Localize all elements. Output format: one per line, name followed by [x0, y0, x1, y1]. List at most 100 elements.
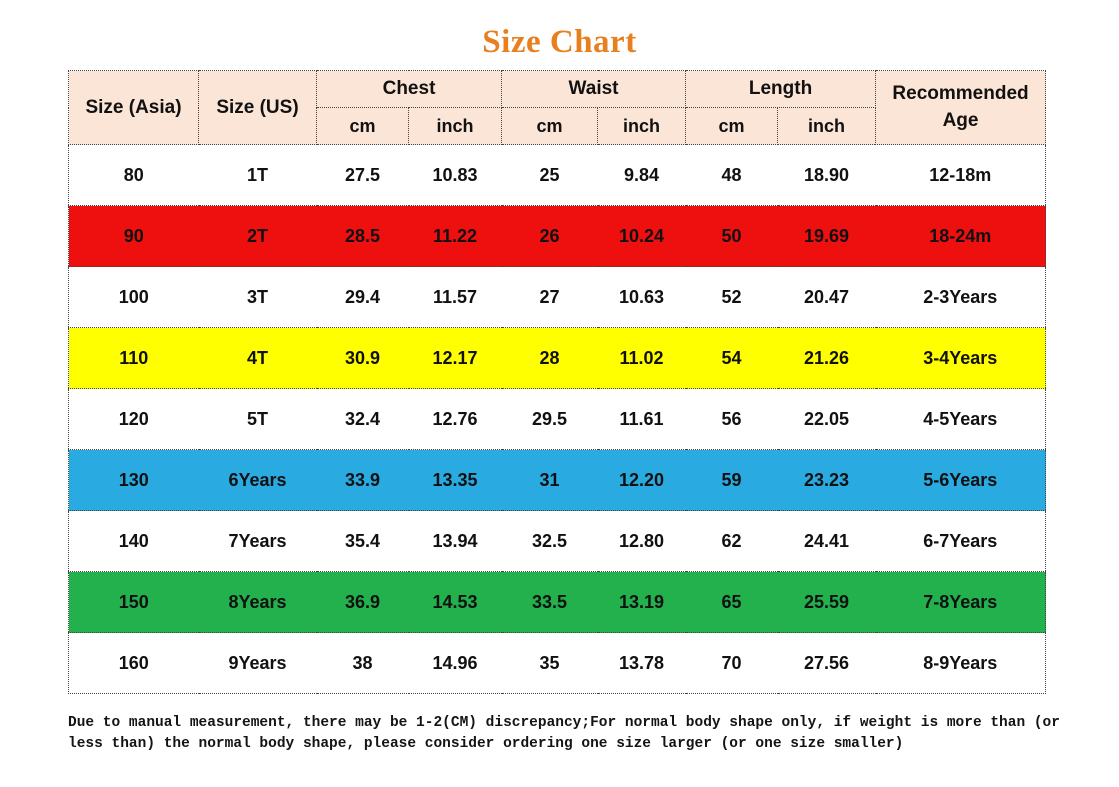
col-header-size-us: Size (US): [198, 70, 317, 145]
table-body: 80 1T 27.5 10.83 25 9.84 48 18.90 12-18m…: [68, 144, 1046, 694]
waist-cm-cell: 33.5: [501, 571, 598, 633]
chest-cm-cell: 30.9: [316, 327, 409, 389]
length-cm-cell: 52: [685, 266, 778, 328]
chest-cm-cell: 32.4: [316, 388, 409, 450]
length-cm-cell: 48: [685, 144, 778, 206]
table-row: 130 6Years 33.9 13.35 31 12.20 59 23.23 …: [68, 449, 1046, 511]
length-inch-cell: 25.59: [777, 571, 876, 633]
chest-cm-cell: 35.4: [316, 510, 409, 572]
size-us-cell: 3T: [198, 266, 317, 328]
measurement-note-line2: less than) the normal body shape, please…: [68, 736, 904, 752]
col-header-length-inch: inch: [777, 107, 877, 145]
chest-inch-cell: 13.94: [408, 510, 502, 572]
table-row: 160 9Years 38 14.96 35 13.78 70 27.56 8-…: [68, 632, 1046, 694]
col-header-chest: Chest: [315, 70, 503, 108]
chest-inch-cell: 12.76: [408, 388, 502, 450]
size-asia-cell: 80: [68, 144, 199, 206]
size-asia-cell: 110: [68, 327, 199, 389]
waist-cm-cell: 25: [501, 144, 598, 206]
table-row: 100 3T 29.4 11.57 27 10.63 52 20.47 2-3Y…: [68, 266, 1046, 328]
size-us-cell: 5T: [198, 388, 317, 450]
length-cm-cell: 56: [685, 388, 778, 450]
chest-cm-cell: 36.9: [316, 571, 409, 633]
waist-cm-cell: 35: [501, 632, 598, 694]
col-header-waist: Waist: [501, 70, 687, 108]
chest-cm-cell: 27.5: [316, 144, 409, 206]
size-us-cell: 7Years: [198, 510, 317, 572]
waist-cm-cell: 31: [501, 449, 598, 511]
waist-inch-cell: 12.80: [597, 510, 686, 572]
chest-cm-cell: 28.5: [316, 205, 409, 267]
size-asia-cell: 160: [68, 632, 199, 694]
table-header: Size (Asia) Size (US) Chest Waist Length…: [68, 70, 1047, 145]
recommended-age-cell: 18-24m: [875, 205, 1046, 267]
chest-inch-cell: 14.53: [408, 571, 502, 633]
chest-inch-cell: 11.57: [408, 266, 502, 328]
table-row: 110 4T 30.9 12.17 28 11.02 54 21.26 3-4Y…: [68, 327, 1046, 389]
page-title: Size Chart: [482, 24, 637, 60]
col-header-length-cm: cm: [685, 107, 779, 145]
length-cm-cell: 50: [685, 205, 778, 267]
chest-cm-cell: 38: [316, 632, 409, 694]
length-cm-cell: 54: [685, 327, 778, 389]
waist-inch-cell: 9.84: [597, 144, 686, 206]
length-inch-cell: 19.69: [777, 205, 876, 267]
length-cm-cell: 59: [685, 449, 778, 511]
col-header-recommended-age: Recommended Age: [875, 70, 1047, 145]
length-inch-cell: 21.26: [777, 327, 876, 389]
waist-cm-cell: 26: [501, 205, 598, 267]
header-unit-row: cm inch cm inch cm inch: [69, 107, 1046, 145]
waist-cm-cell: 32.5: [501, 510, 598, 572]
recommended-age-cell: 12-18m: [875, 144, 1046, 206]
waist-inch-cell: 13.78: [597, 632, 686, 694]
size-asia-cell: 130: [68, 449, 199, 511]
waist-cm-cell: 27: [501, 266, 598, 328]
col-header-chest-inch: inch: [407, 107, 503, 145]
col-header-waist-cm: cm: [501, 107, 599, 145]
length-inch-cell: 24.41: [777, 510, 876, 572]
measurement-note-line1: Due to manual measurement, there may be …: [68, 715, 1060, 731]
recommended-age-cell: 2-3Years: [875, 266, 1046, 328]
header-group-row: Size (Asia) Size (US) Chest Waist Length…: [68, 70, 1047, 145]
measurement-note: Due to manual measurement, there may be …: [68, 713, 1119, 755]
chest-inch-cell: 11.22: [408, 205, 502, 267]
length-cm-cell: 65: [685, 571, 778, 633]
size-asia-cell: 140: [68, 510, 199, 572]
waist-cm-cell: 28: [501, 327, 598, 389]
waist-inch-cell: 11.02: [597, 327, 686, 389]
size-chart-page: Size Chart Size (Asia) Size (US) Chest W…: [0, 24, 1119, 755]
length-inch-cell: 22.05: [777, 388, 876, 450]
size-asia-cell: 120: [68, 388, 199, 450]
table-row: 150 8Years 36.9 14.53 33.5 13.19 65 25.5…: [68, 571, 1046, 633]
col-header-length: Length: [685, 70, 877, 108]
recommended-age-cell: 8-9Years: [875, 632, 1046, 694]
table-row: 120 5T 32.4 12.76 29.5 11.61 56 22.05 4-…: [68, 388, 1046, 450]
waist-inch-cell: 11.61: [597, 388, 686, 450]
recommended-age-cell: 4-5Years: [875, 388, 1046, 450]
waist-cm-cell: 29.5: [501, 388, 598, 450]
length-inch-cell: 18.90: [777, 144, 876, 206]
length-inch-cell: 27.56: [777, 632, 876, 694]
length-inch-cell: 20.47: [777, 266, 876, 328]
length-cm-cell: 62: [685, 510, 778, 572]
size-us-cell: 1T: [198, 144, 317, 206]
recommended-age-cell: 5-6Years: [875, 449, 1046, 511]
size-asia-cell: 150: [68, 571, 199, 633]
size-us-cell: 2T: [198, 205, 317, 267]
chest-cm-cell: 29.4: [316, 266, 409, 328]
waist-inch-cell: 13.19: [597, 571, 686, 633]
length-cm-cell: 70: [685, 632, 778, 694]
size-us-cell: 6Years: [198, 449, 317, 511]
size-asia-cell: 90: [68, 205, 199, 267]
chest-inch-cell: 10.83: [408, 144, 502, 206]
col-header-waist-inch: inch: [597, 107, 687, 145]
table-row: 140 7Years 35.4 13.94 32.5 12.80 62 24.4…: [68, 510, 1046, 572]
col-header-size-asia: Size (Asia): [68, 70, 199, 145]
table-row: 80 1T 27.5 10.83 25 9.84 48 18.90 12-18m: [68, 144, 1046, 206]
size-us-cell: 4T: [198, 327, 317, 389]
waist-inch-cell: 10.24: [597, 205, 686, 267]
chest-cm-cell: 33.9: [316, 449, 409, 511]
waist-inch-cell: 10.63: [597, 266, 686, 328]
size-asia-cell: 100: [68, 266, 199, 328]
chest-inch-cell: 13.35: [408, 449, 502, 511]
